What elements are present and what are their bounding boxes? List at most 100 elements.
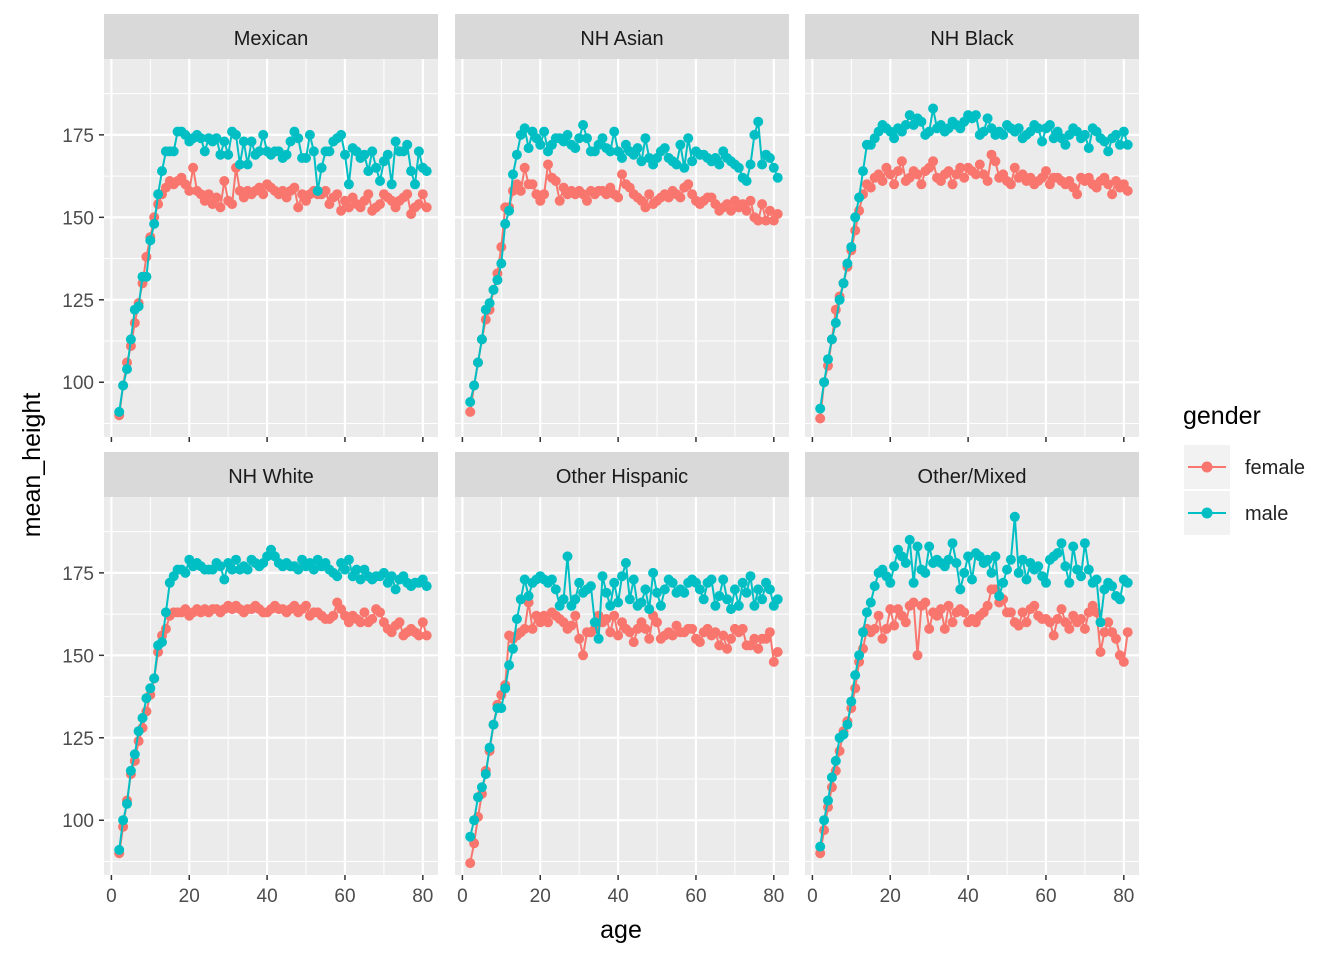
data-point-female xyxy=(745,195,756,206)
data-point-male xyxy=(908,577,919,588)
data-point-male xyxy=(1017,554,1028,565)
data-point-male xyxy=(160,607,171,618)
data-point-male xyxy=(912,541,923,552)
data-point-male xyxy=(336,129,347,140)
x-tick-label: 80 xyxy=(1113,886,1134,907)
data-point-male xyxy=(1083,143,1094,154)
data-point-male xyxy=(1009,511,1020,522)
data-point-male xyxy=(421,166,432,177)
data-point-female xyxy=(543,159,553,170)
data-point-female xyxy=(877,176,888,186)
data-point-male xyxy=(924,541,935,552)
data-point-male xyxy=(757,159,768,170)
data-point-male xyxy=(539,126,550,137)
data-point-female xyxy=(683,179,694,190)
data-point-male xyxy=(378,567,389,578)
y-tick-label: 100 xyxy=(62,811,94,832)
data-point-female xyxy=(578,650,589,661)
legend-label-male[interactable]: male xyxy=(1245,503,1288,525)
facet-nh-black: NH Black xyxy=(805,14,1139,442)
data-point-female xyxy=(873,610,884,621)
data-point-female xyxy=(826,782,837,793)
data-point-female xyxy=(885,604,896,615)
data-point-female xyxy=(667,630,678,641)
data-point-male xyxy=(764,153,775,163)
data-point-male xyxy=(558,594,569,605)
panel-background xyxy=(104,59,438,437)
data-point-male xyxy=(683,133,694,144)
data-point-male xyxy=(390,136,401,147)
data-point-female xyxy=(1118,656,1129,667)
data-point-male xyxy=(733,162,744,173)
data-point-female xyxy=(133,736,144,747)
data-point-male xyxy=(636,597,647,608)
data-point-female xyxy=(1072,189,1083,200)
data-point-female xyxy=(613,630,624,641)
data-point-male xyxy=(601,587,612,598)
data-point-male xyxy=(830,755,841,766)
data-point-male xyxy=(570,143,581,154)
data-point-female xyxy=(320,185,331,196)
data-point-male xyxy=(402,139,413,150)
data-point-male xyxy=(582,133,592,144)
data-point-male xyxy=(199,146,210,157)
data-point-male xyxy=(258,129,269,140)
data-point-male xyxy=(410,179,420,190)
data-point-male xyxy=(359,149,370,160)
x-tick-label: 40 xyxy=(257,886,278,907)
data-point-male xyxy=(1122,577,1133,588)
data-point-male xyxy=(632,143,643,154)
data-point-male xyxy=(406,166,417,177)
data-point-male xyxy=(141,271,152,282)
data-point-female xyxy=(761,215,771,226)
data-point-male xyxy=(246,136,257,147)
data-point-male xyxy=(885,577,896,588)
data-point-male xyxy=(609,126,620,137)
data-point-female xyxy=(1064,623,1075,634)
data-point-male xyxy=(386,571,397,582)
data-point-female xyxy=(947,617,958,628)
data-point-male xyxy=(149,218,160,229)
data-point-male xyxy=(659,584,670,595)
data-point-female xyxy=(570,610,581,621)
data-point-male xyxy=(842,258,853,269)
data-point-male xyxy=(846,696,857,707)
data-point-male xyxy=(1122,139,1133,150)
x-tick-label: 20 xyxy=(530,886,551,907)
legend-label-female[interactable]: female xyxy=(1245,457,1305,479)
data-point-female xyxy=(184,185,195,196)
data-point-male xyxy=(741,176,752,186)
data-point-male xyxy=(757,594,768,605)
data-point-female xyxy=(1103,617,1114,628)
data-point-female xyxy=(982,176,993,186)
data-point-male xyxy=(1013,123,1024,134)
data-point-female xyxy=(908,597,919,608)
data-point-male xyxy=(219,136,230,147)
data-point-male xyxy=(488,284,499,295)
data-point-male xyxy=(609,577,620,588)
data-point-female xyxy=(1041,166,1051,177)
data-point-male xyxy=(768,162,779,173)
data-point-male xyxy=(301,153,311,163)
data-point-female xyxy=(644,189,655,200)
data-point-male xyxy=(951,558,962,568)
data-point-male xyxy=(231,554,241,565)
data-point-male xyxy=(959,567,970,578)
data-point-female xyxy=(722,643,733,654)
data-point-female xyxy=(741,205,752,216)
facet-strip xyxy=(805,14,1139,59)
data-point-male xyxy=(1041,577,1051,588)
data-point-male xyxy=(823,795,833,806)
data-point-male xyxy=(304,129,315,140)
data-point-male xyxy=(597,571,608,582)
data-point-female xyxy=(188,162,199,173)
data-point-male xyxy=(129,749,140,760)
data-point-male xyxy=(655,600,666,611)
data-point-female xyxy=(920,597,931,608)
data-point-male xyxy=(242,564,253,575)
data-point-female xyxy=(764,627,775,638)
data-point-female xyxy=(640,623,651,634)
data-point-male xyxy=(476,782,487,793)
data-point-female xyxy=(881,623,892,634)
data-point-female xyxy=(359,607,370,618)
